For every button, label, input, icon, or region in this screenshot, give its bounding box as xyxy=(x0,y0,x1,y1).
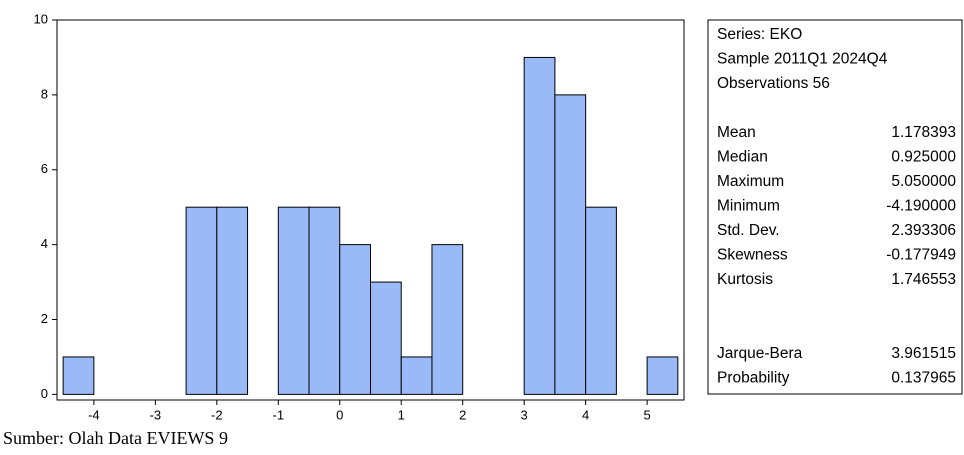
stats-header: Observations 56 xyxy=(717,75,830,92)
stat-label: Probability xyxy=(717,370,790,387)
bar xyxy=(401,357,432,394)
stat-value: 0.137965 xyxy=(891,370,956,387)
y-tick-label: 10 xyxy=(34,11,48,26)
x-tick-label: 4 xyxy=(582,407,589,422)
bar xyxy=(647,357,678,394)
stat-value: -0.177949 xyxy=(886,247,956,264)
bar xyxy=(371,282,402,394)
y-tick-label: 2 xyxy=(41,311,48,326)
stat-value: 1.178393 xyxy=(891,124,956,141)
stat-value: 0.925000 xyxy=(891,149,956,166)
bar xyxy=(186,207,217,394)
bar xyxy=(309,207,340,394)
x-tick-label: 1 xyxy=(398,407,405,422)
bar xyxy=(586,207,617,394)
stat-label: Kurtosis xyxy=(717,271,773,288)
stat-label: Minimum xyxy=(717,198,780,215)
stat-value: 5.050000 xyxy=(891,173,956,190)
bar xyxy=(217,207,248,394)
y-tick-label: 4 xyxy=(41,236,48,251)
stat-value: -4.190000 xyxy=(886,198,956,215)
y-tick-label: 8 xyxy=(41,86,48,101)
stat-label: Skewness xyxy=(717,247,788,264)
x-tick-label: 5 xyxy=(644,407,651,422)
x-tick-label: 0 xyxy=(336,407,343,422)
x-tick-label: -2 xyxy=(211,407,223,422)
bar xyxy=(340,245,371,395)
stat-label: Jarque-Bera xyxy=(717,345,803,362)
x-tick-label: 3 xyxy=(521,407,528,422)
bar xyxy=(524,57,555,394)
stats-header: Sample 2011Q1 2024Q4 xyxy=(717,51,888,68)
stat-value: 2.393306 xyxy=(891,222,956,239)
bar xyxy=(278,207,309,394)
stat-value: 3.961515 xyxy=(891,345,956,362)
bar xyxy=(63,357,94,394)
x-tick-label: -3 xyxy=(150,407,162,422)
x-tick-label: -1 xyxy=(273,407,285,422)
y-tick-label: 0 xyxy=(41,386,48,401)
stats-header: Series: EKO xyxy=(717,26,802,43)
y-tick-label: 6 xyxy=(41,161,48,176)
stat-label: Maximum xyxy=(717,173,784,190)
bar xyxy=(555,95,586,395)
stat-label: Median xyxy=(717,149,768,166)
stat-label: Std. Dev. xyxy=(717,222,780,239)
chart: Sumber: Olah Data EVIEWS 9 0246810-4-3-2… xyxy=(0,0,964,455)
stat-value: 1.746553 xyxy=(891,271,956,288)
x-tick-label: -4 xyxy=(88,407,100,422)
source-note: Sumber: Olah Data EVIEWS 9 xyxy=(3,428,228,448)
x-tick-label: 2 xyxy=(459,407,466,422)
stat-label: Mean xyxy=(717,124,756,141)
bar xyxy=(432,245,463,395)
